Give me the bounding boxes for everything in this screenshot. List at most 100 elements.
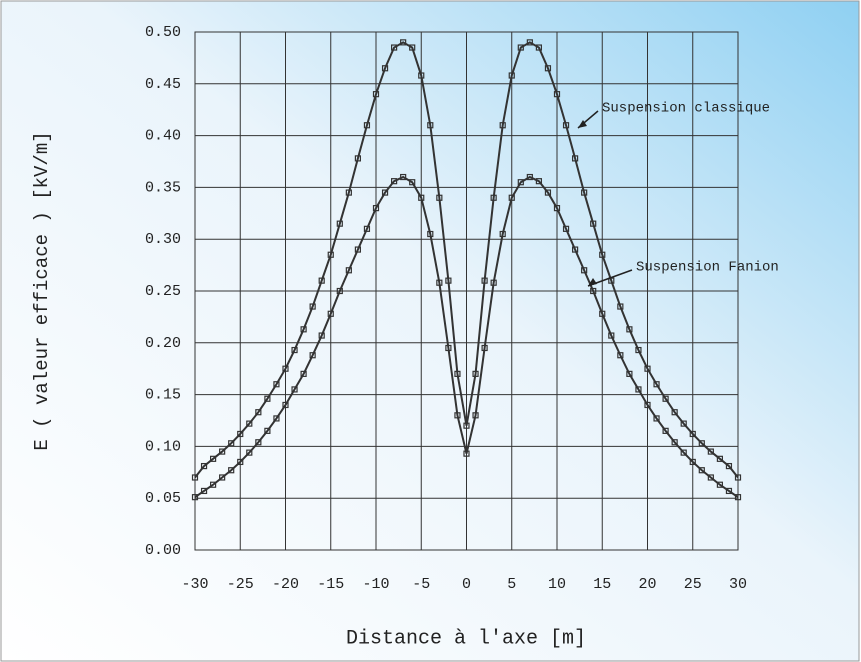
arrow-head <box>588 278 597 286</box>
marker <box>734 494 742 501</box>
marker <box>590 220 597 227</box>
marker <box>590 287 597 295</box>
marker <box>490 194 497 201</box>
marker <box>191 494 199 501</box>
marker <box>608 332 615 339</box>
series-line <box>194 41 739 479</box>
marker <box>318 332 325 339</box>
marker <box>255 409 262 416</box>
y-tick-label: 0.15 <box>145 387 181 404</box>
marker <box>472 412 479 419</box>
x-tick-label: -25 <box>227 576 254 593</box>
x-tick-label: -20 <box>272 576 299 593</box>
marker <box>409 44 416 51</box>
marker <box>698 467 705 474</box>
marker <box>671 439 678 446</box>
marker <box>210 481 217 488</box>
marker <box>463 450 470 457</box>
marker <box>228 440 235 447</box>
marker <box>264 427 271 434</box>
marker <box>318 277 325 284</box>
marker <box>436 194 443 201</box>
marker <box>327 310 334 317</box>
marker <box>526 39 533 46</box>
marker <box>237 458 244 466</box>
x-tick-label: 15 <box>593 576 611 593</box>
marker <box>490 279 497 286</box>
y-tick-label: 0.30 <box>145 231 181 248</box>
marker <box>644 401 651 409</box>
marker <box>336 287 343 295</box>
marker <box>427 122 434 129</box>
y-tick-label: 0.10 <box>145 438 181 455</box>
marker <box>454 412 461 419</box>
marker <box>391 178 398 185</box>
marker <box>237 430 244 438</box>
marker <box>282 401 289 409</box>
marker <box>418 72 425 79</box>
marker <box>463 422 470 429</box>
y-tick-label: 0.40 <box>145 128 181 145</box>
marker <box>472 370 479 377</box>
marker <box>562 225 570 232</box>
marker <box>562 122 570 129</box>
marker <box>409 179 416 186</box>
marker <box>671 409 678 416</box>
marker <box>635 386 642 393</box>
x-tick-label: -30 <box>181 576 208 593</box>
marker <box>345 267 352 274</box>
marker <box>581 267 588 274</box>
marker <box>544 65 552 72</box>
marker <box>707 474 714 481</box>
marker <box>725 487 733 495</box>
marker <box>517 44 524 51</box>
y-tick-label: 0.35 <box>145 179 181 196</box>
marker <box>291 346 298 354</box>
marker <box>436 279 443 286</box>
marker <box>481 344 488 352</box>
marker <box>698 440 705 447</box>
marker <box>508 72 515 79</box>
marker <box>553 91 561 98</box>
y-tick-label: 0.20 <box>145 335 181 352</box>
x-tick-label: -15 <box>317 576 344 593</box>
marker <box>544 189 552 196</box>
marker <box>653 415 660 422</box>
marker <box>445 344 452 352</box>
marker <box>716 455 724 462</box>
marker <box>300 370 307 377</box>
marker <box>689 430 696 438</box>
marker <box>363 225 371 232</box>
marker <box>282 365 289 372</box>
marker <box>653 381 660 388</box>
series-line <box>194 175 739 498</box>
marker <box>246 420 253 427</box>
x-tick-label: 20 <box>638 576 656 593</box>
y-tick-label: 0.05 <box>145 490 181 507</box>
marker <box>617 352 624 359</box>
marker <box>354 155 361 162</box>
marker <box>680 420 687 427</box>
marker <box>725 462 733 470</box>
y-tick-label: 0.00 <box>145 542 181 559</box>
marker <box>381 189 389 196</box>
marker <box>617 303 624 310</box>
marker <box>400 39 407 46</box>
marker <box>626 370 633 377</box>
marker <box>391 44 398 51</box>
marker <box>535 44 543 51</box>
marker <box>219 474 226 481</box>
marker <box>662 395 669 402</box>
marker <box>418 194 425 201</box>
y-tick-label: 0.45 <box>145 76 181 93</box>
marker <box>553 205 561 212</box>
marker <box>644 365 651 372</box>
marker <box>363 122 371 129</box>
legend-label: Suspension Fanion <box>636 260 779 276</box>
marker <box>689 458 696 466</box>
marker <box>200 462 208 470</box>
marker <box>517 179 524 186</box>
marker <box>372 91 380 98</box>
